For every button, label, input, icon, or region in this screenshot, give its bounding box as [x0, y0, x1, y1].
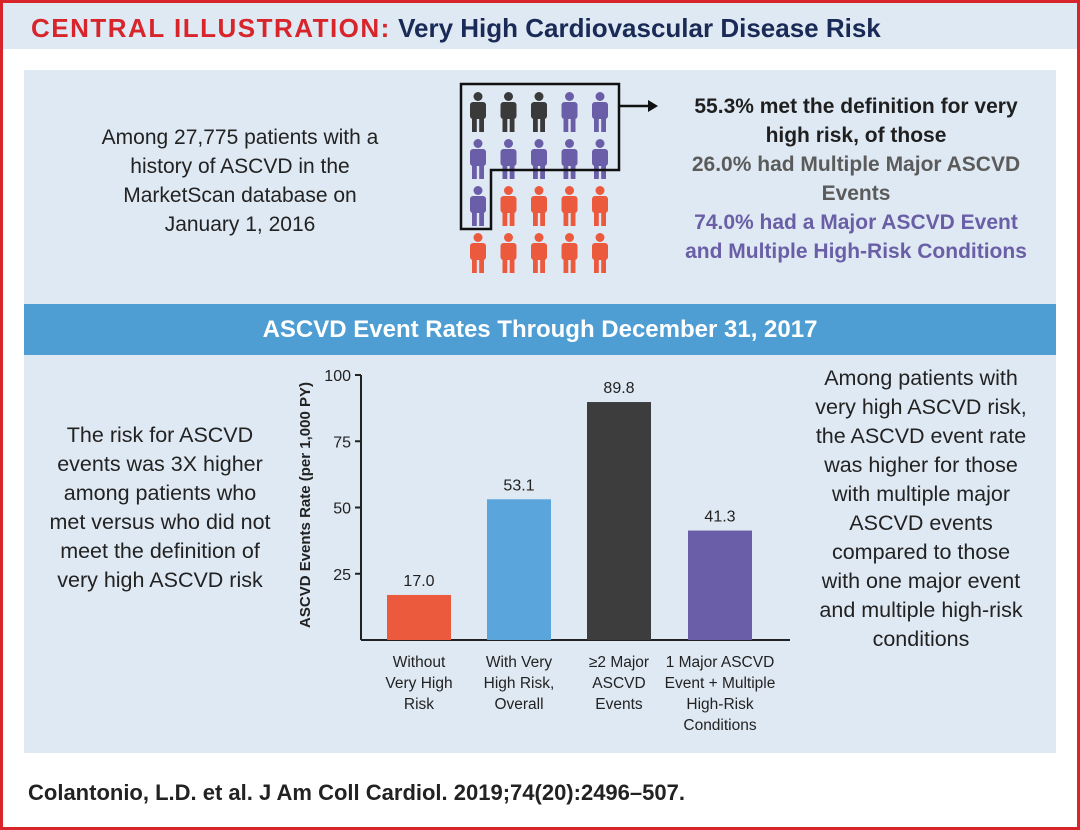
y-tick-label: 75	[333, 434, 351, 451]
intro-line: MarketScan database on	[123, 184, 357, 207]
comparison-line: compared to those	[831, 540, 1011, 564]
x-category-label: Events	[595, 696, 643, 713]
people-grid	[470, 92, 608, 273]
bar	[387, 594, 451, 640]
person-icon	[500, 92, 517, 132]
intro-line: history of ASCVD in the	[130, 155, 350, 178]
person-icon	[531, 186, 547, 226]
comparison-line: very high ASCVD risk,	[815, 395, 1027, 419]
x-category-label: Overall	[494, 696, 543, 713]
person-icon	[531, 233, 547, 273]
person-icon	[470, 233, 486, 273]
comparison-line: with multiple major	[831, 482, 1011, 506]
bar	[587, 402, 651, 640]
event-rate-chart: ASCVD Events Rate (per 1,000 PY) 25 50 75 1…	[297, 368, 790, 734]
bar-value-label: 17.0	[403, 573, 434, 590]
person-icon	[561, 139, 578, 179]
x-category-label: Risk	[404, 696, 434, 713]
person-icon	[470, 92, 486, 132]
patient-pictogram	[459, 82, 658, 273]
x-category-label: With Very	[486, 654, 553, 671]
callout-multiple-line: Events	[821, 182, 891, 205]
x-category-label: 1 Major ASCVD	[666, 654, 775, 671]
person-icon	[592, 139, 608, 179]
intro-line: Among 27,775 patients with a	[101, 126, 379, 149]
risk-summary-line: met versus who did not	[49, 510, 271, 534]
person-icon	[531, 92, 547, 132]
person-icon	[592, 92, 608, 132]
y-tick-label: 100	[324, 368, 351, 385]
x-category-label: Very High	[385, 675, 452, 692]
bar-value-label: 89.8	[603, 380, 634, 397]
person-icon	[500, 186, 517, 226]
comparison-line: conditions	[872, 627, 970, 651]
person-icon	[470, 186, 486, 226]
x-category-label: High-Risk	[686, 696, 753, 713]
person-icon	[592, 233, 608, 273]
risk-summary-line: among patients who	[63, 481, 257, 505]
callout-multiple-line: 26.0% had Multiple Major ASCVD	[691, 153, 1021, 176]
risk-summary-line: The risk for ASCVD	[66, 423, 254, 447]
bar	[688, 530, 752, 640]
comparison-line: ASCVD events	[849, 511, 993, 535]
comparison-text: Among patients with very high ASCVD risk…	[790, 364, 1052, 654]
intro-text: Among 27,775 patients with a history of …	[60, 123, 420, 239]
person-icon	[470, 139, 486, 179]
y-axis-label: ASCVD Events Rate (per 1,000 PY)	[297, 382, 314, 628]
x-category-label: ASCVD	[592, 675, 645, 692]
header-band: CENTRAL ILLUSTRATION: Very High Cardiova…	[3, 3, 1077, 49]
risk-summary-line: meet the definition of	[60, 539, 260, 563]
callout-single-line: and Multiple High-Risk Conditions	[685, 240, 1027, 263]
bar-value-label: 41.3	[704, 509, 735, 526]
person-icon	[592, 186, 608, 226]
figure-title: CENTRAL ILLUSTRATION: Very High Cardiova…	[31, 13, 881, 44]
person-icon	[531, 139, 547, 179]
x-category-label: Without	[393, 654, 446, 671]
intro-line: January 1, 2016	[164, 213, 316, 236]
person-icon	[500, 233, 517, 273]
x-category-label: Conditions	[683, 717, 756, 734]
very-high-risk-outline	[459, 82, 621, 231]
person-icon	[500, 139, 517, 179]
callout-single-line: 74.0% had a Major ASCVD Event	[694, 211, 1018, 234]
bar-value-label: 53.1	[503, 477, 534, 494]
risk-summary-line: events was 3X higher	[57, 452, 263, 476]
comparison-line: with one major event	[821, 569, 1021, 593]
y-tick-label: 25	[333, 567, 351, 584]
person-icon	[561, 186, 578, 226]
title-text: Very High Cardiovascular Disease Risk	[398, 13, 881, 43]
callout-main-line: high risk, of those	[765, 124, 947, 147]
x-category-label: Event + Multiple	[665, 675, 776, 692]
x-category-label: ≥2 Major	[589, 654, 649, 671]
risk-summary-line: very high ASCVD risk	[57, 568, 263, 592]
risk-summary-text: The risk for ASCVD events was 3X higher …	[30, 421, 290, 595]
comparison-line: and multiple high-risk	[819, 598, 1023, 622]
x-category-label: High Risk,	[484, 675, 555, 692]
callout-arrowhead	[648, 100, 658, 112]
comparison-line: the ASCVD event rate	[815, 424, 1027, 448]
bar	[487, 499, 551, 640]
y-tick-label: 50	[333, 501, 351, 518]
comparison-line: was higher for those	[824, 453, 1018, 477]
title-lead: CENTRAL ILLUSTRATION:	[31, 13, 391, 43]
person-icon	[561, 233, 578, 273]
citation: Colantonio, L.D. et al. J Am Coll Cardio…	[28, 780, 685, 805]
callout-main-line: 55.3% met the definition for very	[694, 95, 1018, 118]
section-band: ASCVD Event Rates Through December 31, 2…	[24, 304, 1056, 355]
comparison-line: Among patients with	[824, 366, 1018, 390]
chart-marks: 25 50 75 100 17.0 Without Very High Risk 53.1 Wit…	[324, 368, 790, 734]
risk-callout: 55.3% met the definition for very high r…	[660, 92, 1052, 266]
person-icon	[561, 92, 578, 132]
